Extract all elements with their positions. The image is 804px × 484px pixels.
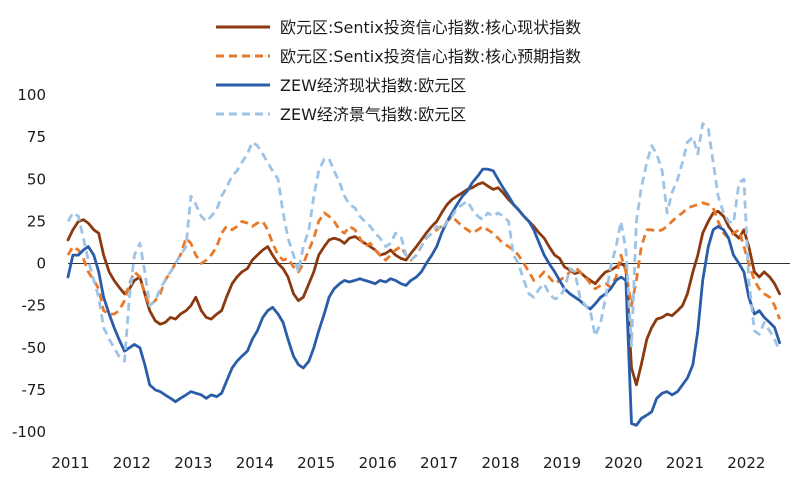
x-tick-label: 2019 (543, 454, 581, 472)
legend: 欧元区:Sentix投资信心指数:核心现状指数欧元区:Sentix投资信心指数:… (216, 18, 581, 124)
y-tick-label: -100 (12, 423, 46, 441)
series-line-3 (66, 167, 781, 427)
series-line-2 (66, 201, 781, 320)
x-axis-ticks: 2011 2012 2013 2014 2015 2016 2017 2018 2019 2020… (51, 454, 765, 472)
x-tick-label: 2016 (359, 454, 397, 472)
series-lines (66, 122, 781, 427)
x-tick-label: 2012 (113, 454, 151, 472)
y-tick-label: 50 (27, 170, 46, 188)
legend-label-3: ZEW经济现状指数:欧元区 (280, 76, 466, 95)
x-tick-label: 2011 (51, 454, 89, 472)
x-tick-label: 2020 (604, 454, 642, 472)
series-line-1 (66, 181, 781, 387)
x-tick-label: 2015 (297, 454, 335, 472)
y-tick-label: 25 (27, 212, 46, 230)
y-tick-label: 100 (17, 86, 46, 104)
y-tick-label: 75 (27, 128, 46, 146)
legend-label-4: ZEW经济景气指数:欧元区 (280, 105, 466, 124)
x-tick-label: 2018 (481, 454, 519, 472)
y-tick-label: 0 (36, 255, 46, 273)
legend-label-2: 欧元区:Sentix投资信心指数:核心预期指数 (280, 47, 581, 66)
x-tick-label: 2022 (727, 454, 765, 472)
series-line-4 (66, 122, 781, 363)
y-tick-label: -75 (22, 381, 47, 399)
legend-label-1: 欧元区:Sentix投资信心指数:核心现状指数 (280, 18, 581, 37)
x-tick-label: 2017 (420, 454, 458, 472)
y-axis-ticks: 100 75 50 25 0 -25 -50 -75 -100 (12, 86, 46, 441)
y-tick-label: -50 (22, 339, 47, 357)
y-tick-label: -25 (22, 297, 47, 315)
x-tick-label: 2013 (174, 454, 212, 472)
x-tick-label: 2014 (236, 454, 274, 472)
x-tick-label: 2021 (666, 454, 704, 472)
